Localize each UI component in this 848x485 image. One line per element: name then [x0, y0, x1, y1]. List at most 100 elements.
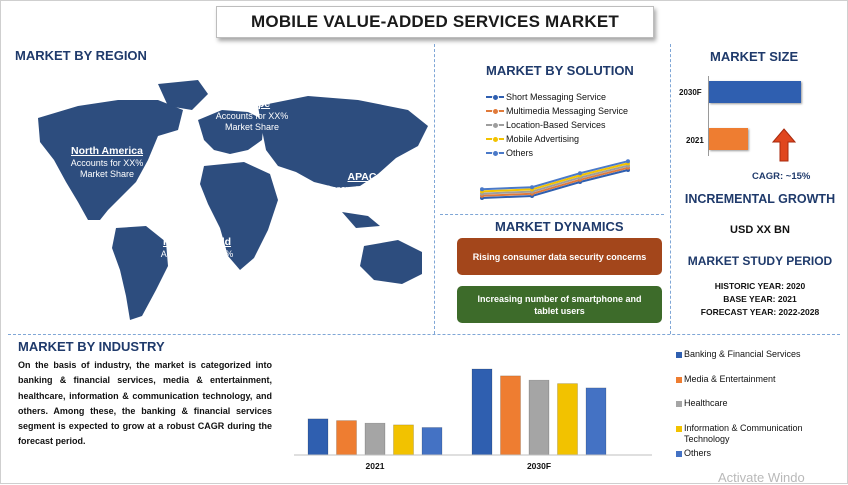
map-africa [200, 162, 278, 270]
size-bar-2030f [709, 81, 801, 103]
industry-bar [393, 424, 414, 456]
divider-horizontal [8, 334, 840, 335]
industry-bar-chart: 2021 2030F [294, 368, 652, 471]
industry-bar [307, 418, 329, 456]
legend-line-marker-icon [486, 121, 504, 129]
industry-bar [471, 368, 493, 456]
legend-line-marker-icon [486, 93, 504, 101]
legend-square-icon [676, 377, 682, 383]
solution-trend-point [480, 187, 484, 192]
map-europe [198, 110, 264, 154]
legend-line-marker-icon [486, 107, 504, 115]
industry-heading: MARKET BY INDUSTRY [18, 339, 165, 354]
industry-tick-label: 2021 [366, 461, 385, 471]
solution-trend-line [481, 160, 629, 191]
study-base: BASE YEAR: 2021 [723, 294, 797, 304]
region-heading: MARKET BY REGION [15, 48, 147, 63]
map-asia [258, 96, 428, 188]
solution-legend-label: Location-Based Services [506, 120, 606, 130]
industry-bar [500, 375, 521, 456]
industry-legend-label: Information & Communication Technology [684, 423, 803, 444]
solution-trend-line [481, 162, 629, 193]
divider-vertical-2 [670, 44, 671, 334]
solution-trend-line [481, 164, 629, 195]
study-forecast: FORECAST YEAR: 2022-2028 [700, 307, 820, 317]
solution-trend-chart [480, 159, 630, 200]
dynamics-heading: MARKET DYNAMICS [495, 219, 624, 234]
map-australia [360, 240, 422, 284]
map-south-america [112, 226, 168, 320]
title-box: MOBILE VALUE-ADDED SERVICES MARKET [216, 6, 654, 38]
industry-bar [557, 383, 578, 456]
callout-rest-of-world-line1: Accounts for XX% [160, 249, 234, 259]
legend-square-icon [676, 401, 682, 407]
callout-apac-line2: Market Share [334, 195, 390, 205]
solution-legend-label: Short Messaging Service [506, 92, 607, 102]
callout-europe-name: Europe [233, 98, 271, 110]
callout-north-america-line2: Market Share [79, 169, 135, 179]
legend-line-marker-icon [486, 149, 504, 157]
dynamics-item-smartphone: Increasing number of smartphone and tabl… [457, 286, 662, 323]
industry-legend-label: Media & Entertainment [684, 374, 776, 384]
page-title: MOBILE VALUE-ADDED SERVICES MARKET [251, 12, 619, 31]
solution-trend-point [626, 159, 630, 164]
industry-legend-item: Healthcare [676, 398, 826, 409]
legend-square-icon [676, 451, 682, 457]
map-north-america [38, 100, 183, 220]
callout-europe: Europe Accounts for XX% Market Share [192, 95, 312, 136]
industry-legend-label: Healthcare [684, 398, 728, 408]
industry-bar [585, 387, 607, 456]
solution-legend-label: Mobile Advertising [506, 134, 580, 144]
callout-rest-of-world: Rest of World Accounts for XX% Market Sh… [138, 233, 256, 275]
size-label-2030f: 2030F [679, 88, 702, 97]
callout-north-america: North America Accounts for XX% Market Sh… [48, 142, 166, 184]
solution-legend-item: Multimedia Messaging Service [486, 106, 628, 116]
industry-legend-label: Others [684, 448, 712, 458]
size-heading: MARKET SIZE [710, 49, 799, 64]
solution-trend-line [481, 166, 629, 197]
cagr-text: CAGR: ~15% [752, 171, 811, 182]
solution-legend-label: Multimedia Messaging Service [506, 106, 629, 116]
size-label-2021: 2021 [686, 136, 704, 145]
solution-legend-item: Others [486, 148, 533, 158]
industry-bar [421, 427, 443, 456]
industry-bar [364, 422, 386, 456]
solution-trend-line [481, 169, 629, 199]
study-historic: HISTORIC YEAR: 2020 [714, 281, 806, 291]
legend-square-icon [676, 352, 682, 358]
industry-legend-item: Others [676, 448, 826, 459]
dynamics-item-security: Rising consumer data security concerns [457, 238, 662, 275]
map-indonesia [342, 212, 380, 228]
divider-solution-dynamics [440, 214, 664, 215]
size-axis [708, 76, 709, 156]
callout-apac-name: APAC [347, 171, 377, 183]
industry-legend-label: Banking & Financial Services [684, 349, 801, 359]
callout-europe-line2: Market Share [224, 122, 280, 132]
study-heading: MARKET STUDY PERIOD [687, 254, 833, 268]
growth-value: USD XX BN [730, 224, 790, 236]
solution-trend-point [578, 171, 582, 176]
growth-up-arrow-icon [772, 128, 796, 162]
solution-trend-point [530, 185, 534, 190]
industry-legend-item: Banking & Financial Services [676, 349, 826, 360]
solution-legend-item: Location-Based Services [486, 120, 606, 130]
divider-vertical-1 [434, 44, 435, 334]
callout-north-america-name: North America [71, 145, 143, 157]
industry-legend-item: Media & Entertainment [676, 374, 826, 385]
callout-rest-of-world-name: Rest of World [162, 236, 232, 248]
solution-legend-item: Mobile Advertising [486, 134, 579, 144]
solution-legend-label: Others [506, 148, 534, 158]
world-map [38, 80, 428, 320]
size-bar-2021 [709, 128, 748, 150]
industry-bar [336, 420, 357, 456]
legend-square-icon [676, 426, 682, 432]
industry-bar [528, 379, 550, 456]
callout-europe-line1: Accounts for XX% [215, 111, 289, 121]
growth-heading: INCREMENTAL GROWTH [684, 192, 836, 206]
industry-paragraph: On the basis of industry, the market is … [18, 360, 272, 447]
callout-rest-of-world-line2: Market Share [169, 260, 225, 270]
industry-legend-item: Information & Communication Technology [676, 423, 826, 445]
legend-line-marker-icon [486, 135, 504, 143]
map-greenland [158, 80, 208, 110]
study-lines: HISTORIC YEAR: 2020 BASE YEAR: 2021 FORE… [672, 280, 848, 319]
